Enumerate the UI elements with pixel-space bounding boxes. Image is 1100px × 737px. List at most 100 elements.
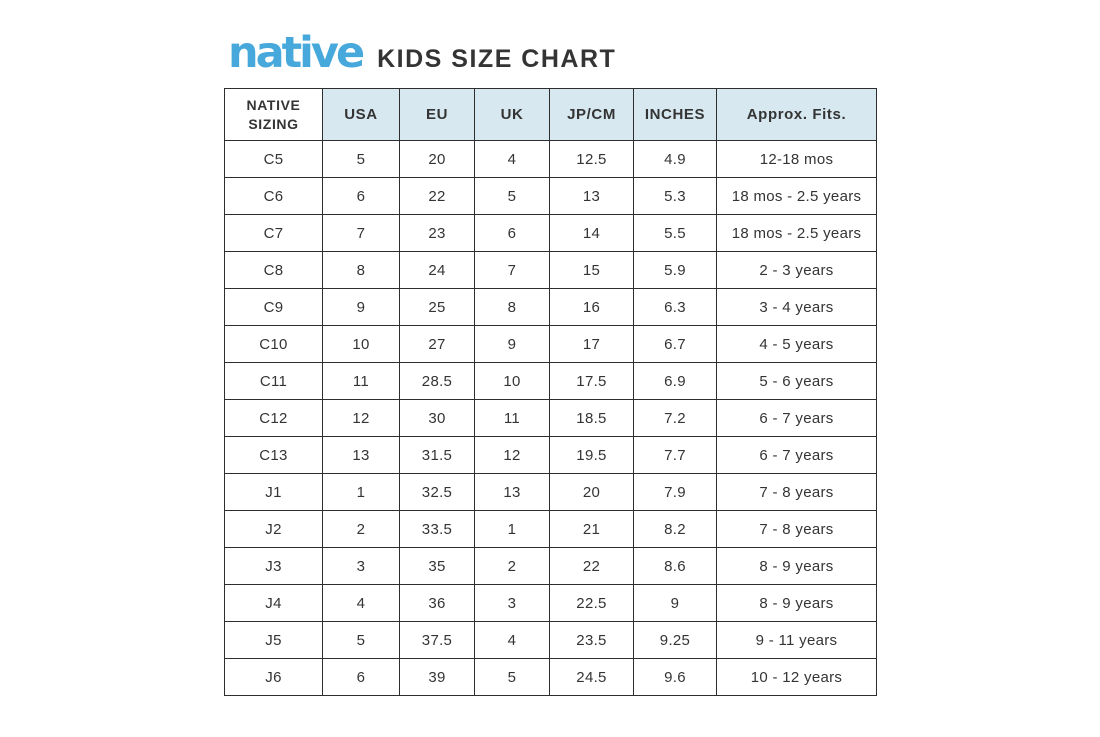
cell-jp-cm: 16: [549, 288, 634, 326]
cell-inches: 7.7: [633, 436, 717, 474]
cell-usa: 5: [322, 140, 400, 178]
cell-uk: 11: [474, 399, 550, 437]
cell-usa: 8: [322, 251, 400, 289]
table-row: C9 9 25 8 16 6.3 3 - 4 years: [224, 288, 877, 326]
cell-usa: 7: [322, 214, 400, 252]
cell-inches: 5.5: [633, 214, 717, 252]
cell-usa: 11: [322, 362, 400, 400]
table-row: C10 10 27 9 17 6.7 4 - 5 years: [224, 325, 877, 363]
cell-jp-cm: 22.5: [549, 584, 634, 622]
cell-native-sizing: C8: [224, 251, 323, 289]
table-row: C12 12 30 11 18.5 7.2 6 - 7 years: [224, 399, 877, 437]
cell-native-sizing: C7: [224, 214, 323, 252]
cell-usa: 13: [322, 436, 400, 474]
cell-jp-cm: 14: [549, 214, 634, 252]
cell-eu: 37.5: [399, 621, 475, 659]
table-row: J5 5 37.5 4 23.5 9.25 9 - 11 years: [224, 621, 877, 659]
cell-native-sizing: J4: [224, 584, 323, 622]
cell-usa: 10: [322, 325, 400, 363]
cell-native-sizing: C13: [224, 436, 323, 474]
cell-approx-fits: 9 - 11 years: [716, 621, 877, 659]
table-row: C11 11 28.5 10 17.5 6.9 5 - 6 years: [224, 362, 877, 400]
cell-uk: 4: [474, 140, 550, 178]
cell-approx-fits: 3 - 4 years: [716, 288, 877, 326]
cell-jp-cm: 13: [549, 177, 634, 215]
cell-eu: 30: [399, 399, 475, 437]
cell-usa: 3: [322, 547, 400, 585]
table-row: J2 2 33.5 1 21 8.2 7 - 8 years: [224, 510, 877, 548]
cell-jp-cm: 12.5: [549, 140, 634, 178]
table-row: C5 5 20 4 12.5 4.9 12-18 mos: [224, 140, 877, 178]
table-row: J3 3 35 2 22 8.6 8 - 9 years: [224, 547, 877, 585]
cell-approx-fits: 4 - 5 years: [716, 325, 877, 363]
cell-jp-cm: 17: [549, 325, 634, 363]
cell-usa: 5: [322, 621, 400, 659]
column-header-usa: USA: [322, 88, 400, 141]
cell-usa: 6: [322, 658, 400, 696]
cell-jp-cm: 20: [549, 473, 634, 511]
cell-jp-cm: 21: [549, 510, 634, 548]
cell-approx-fits: 6 - 7 years: [716, 436, 877, 474]
cell-native-sizing: C12: [224, 399, 323, 437]
kids-size-chart-table: NATIVE SIZING USA EU UK JP/CM INCHES Approx. F…: [224, 88, 877, 696]
cell-usa: 9: [322, 288, 400, 326]
cell-approx-fits: 6 - 7 years: [716, 399, 877, 437]
table-row: C8 8 24 7 15 5.9 2 - 3 years: [224, 251, 877, 289]
cell-inches: 6.3: [633, 288, 717, 326]
cell-native-sizing: C11: [224, 362, 323, 400]
cell-uk: 1: [474, 510, 550, 548]
cell-native-sizing: C10: [224, 325, 323, 363]
table-row: J1 1 32.5 13 20 7.9 7 - 8 years: [224, 473, 877, 511]
table-body: C5 5 20 4 12.5 4.9 12-18 mos C6 6 22 5 13 5.3 18 mos …: [224, 140, 877, 696]
cell-eu: 27: [399, 325, 475, 363]
cell-approx-fits: 18 mos - 2.5 years: [716, 177, 877, 215]
cell-jp-cm: 18.5: [549, 399, 634, 437]
cell-uk: 10: [474, 362, 550, 400]
cell-eu: 32.5: [399, 473, 475, 511]
cell-inches: 7.9: [633, 473, 717, 511]
cell-inches: 9: [633, 584, 717, 622]
native-logo: native: [228, 28, 365, 78]
cell-inches: 7.2: [633, 399, 717, 437]
cell-eu: 22: [399, 177, 475, 215]
cell-eu: 35: [399, 547, 475, 585]
cell-inches: 9.25: [633, 621, 717, 659]
cell-inches: 4.9: [633, 140, 717, 178]
cell-uk: 8: [474, 288, 550, 326]
cell-eu: 39: [399, 658, 475, 696]
cell-inches: 8.2: [633, 510, 717, 548]
table-row: C6 6 22 5 13 5.3 18 mos - 2.5 years: [224, 177, 877, 215]
cell-uk: 13: [474, 473, 550, 511]
column-header-inches: INCHES: [633, 88, 717, 141]
cell-native-sizing: J2: [224, 510, 323, 548]
cell-inches: 5.9: [633, 251, 717, 289]
cell-eu: 23: [399, 214, 475, 252]
cell-uk: 5: [474, 658, 550, 696]
table-head: NATIVE SIZING USA EU UK JP/CM INCHES Approx. F…: [224, 88, 877, 141]
cell-approx-fits: 8 - 9 years: [716, 547, 877, 585]
cell-inches: 6.9: [633, 362, 717, 400]
column-header-jp-cm: JP/CM: [549, 88, 634, 141]
cell-jp-cm: 15: [549, 251, 634, 289]
cell-approx-fits: 18 mos - 2.5 years: [716, 214, 877, 252]
cell-approx-fits: 8 - 9 years: [716, 584, 877, 622]
cell-jp-cm: 23.5: [549, 621, 634, 659]
cell-eu: 28.5: [399, 362, 475, 400]
cell-approx-fits: 10 - 12 years: [716, 658, 877, 696]
cell-inches: 6.7: [633, 325, 717, 363]
table-row: C13 13 31.5 12 19.5 7.7 6 - 7 years: [224, 436, 877, 474]
table-row: C7 7 23 6 14 5.5 18 mos - 2.5 years: [224, 214, 877, 252]
cell-approx-fits: 7 - 8 years: [716, 510, 877, 548]
cell-inches: 9.6: [633, 658, 717, 696]
page-title: KIDS SIZE CHART: [377, 45, 617, 73]
cell-inches: 5.3: [633, 177, 717, 215]
cell-jp-cm: 24.5: [549, 658, 634, 696]
cell-eu: 31.5: [399, 436, 475, 474]
cell-jp-cm: 17.5: [549, 362, 634, 400]
cell-eu: 25: [399, 288, 475, 326]
cell-native-sizing: C5: [224, 140, 323, 178]
cell-uk: 2: [474, 547, 550, 585]
cell-eu: 24: [399, 251, 475, 289]
column-header-approx-fits: Approx. Fits.: [716, 88, 877, 141]
